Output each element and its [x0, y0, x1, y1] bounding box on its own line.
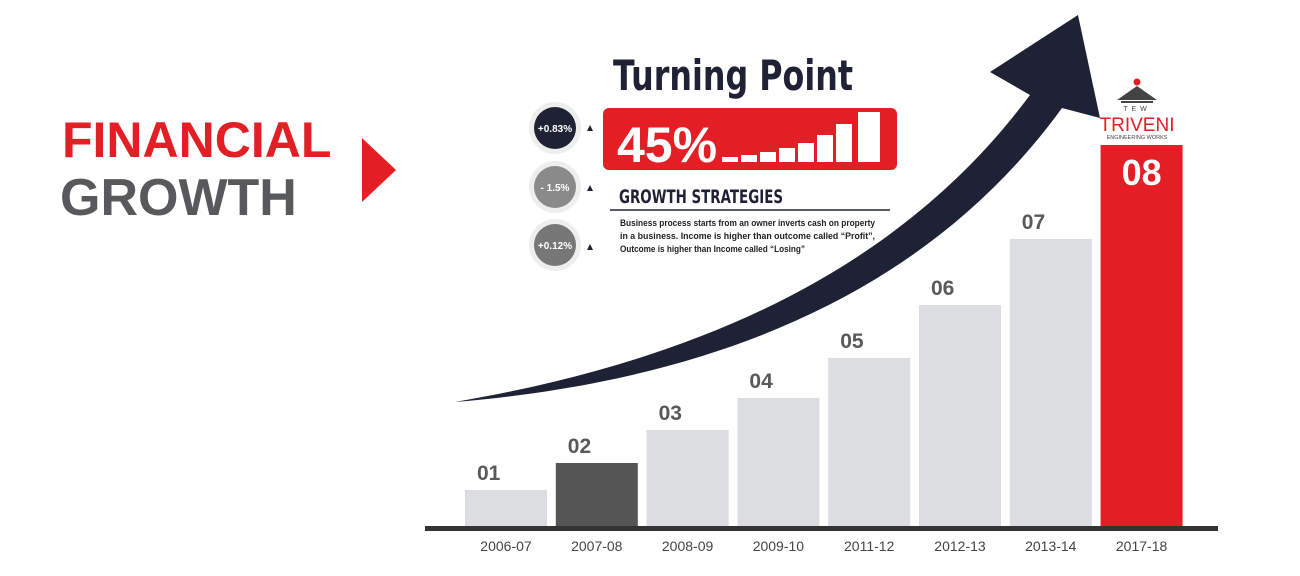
bar-label: 03 — [659, 402, 682, 425]
heading-line1: FINANCIAL — [62, 112, 331, 168]
logo-roof — [1117, 86, 1157, 100]
growth-arrow — [455, 15, 1100, 402]
logo-dot — [1133, 78, 1141, 86]
bar — [828, 358, 911, 527]
body-text: in a business. Income is higher than out… — [620, 231, 875, 241]
indicator — [534, 107, 576, 149]
bar-label: 04 — [749, 370, 773, 393]
x-tick-label: 2009-10 — [753, 538, 805, 554]
indicator-triangles — [587, 125, 593, 250]
body-text: Outcome is higher than Income called “Lo… — [620, 244, 805, 254]
mini-bars — [722, 112, 880, 162]
x-tick-label: 2008-09 — [662, 538, 714, 554]
bar-label: 05 — [840, 330, 864, 353]
indicator-label: - 1.5% — [541, 183, 570, 194]
baseline — [425, 526, 1218, 531]
x-tick-label: 2012-13 — [934, 538, 986, 554]
subtitle: GROWTH STRATEGIES — [619, 186, 783, 208]
heading-line2: GROWTH — [60, 169, 297, 227]
headline: 45% — [617, 117, 717, 173]
indicator-label: +0.12% — [538, 241, 572, 252]
bar — [737, 398, 820, 527]
indicator-label: +0.83% — [538, 124, 572, 135]
indicator — [534, 166, 576, 208]
bar-label: 02 — [568, 435, 591, 458]
logo-mark: TEW — [1123, 106, 1151, 113]
bar — [1100, 145, 1183, 527]
logo-tagline: ENGINEERING WORKS — [1107, 135, 1168, 141]
logo-base — [1121, 101, 1153, 103]
bar — [465, 490, 547, 527]
bar-chart: 01 2006-07 02 2007-08 03 2008-09 04 2009-10 05 20… — [465, 145, 1183, 554]
bar-label: 06 — [931, 277, 954, 300]
x-tick-label: 2013-14 — [1025, 538, 1077, 554]
bar — [1009, 239, 1092, 527]
x-tick-label: 2011-12 — [844, 538, 895, 554]
heading-arrow — [362, 138, 396, 202]
bar — [919, 305, 1001, 527]
logo-name: TRIVENI — [1100, 115, 1175, 136]
indicator — [534, 224, 576, 266]
x-tick-label: 2007-08 — [571, 538, 623, 554]
x-tick-label: 2006-07 — [480, 538, 532, 554]
panel-title: Turning Point — [613, 51, 853, 100]
x-tick-label: 2017-18 — [1116, 538, 1168, 554]
body-text: Business process starts from an owner in… — [620, 218, 875, 228]
bar — [555, 463, 638, 527]
bar-label: 01 — [477, 462, 501, 485]
bar-label: 08 — [1122, 152, 1162, 193]
bar-label: 07 — [1022, 211, 1045, 234]
bar — [646, 430, 729, 527]
